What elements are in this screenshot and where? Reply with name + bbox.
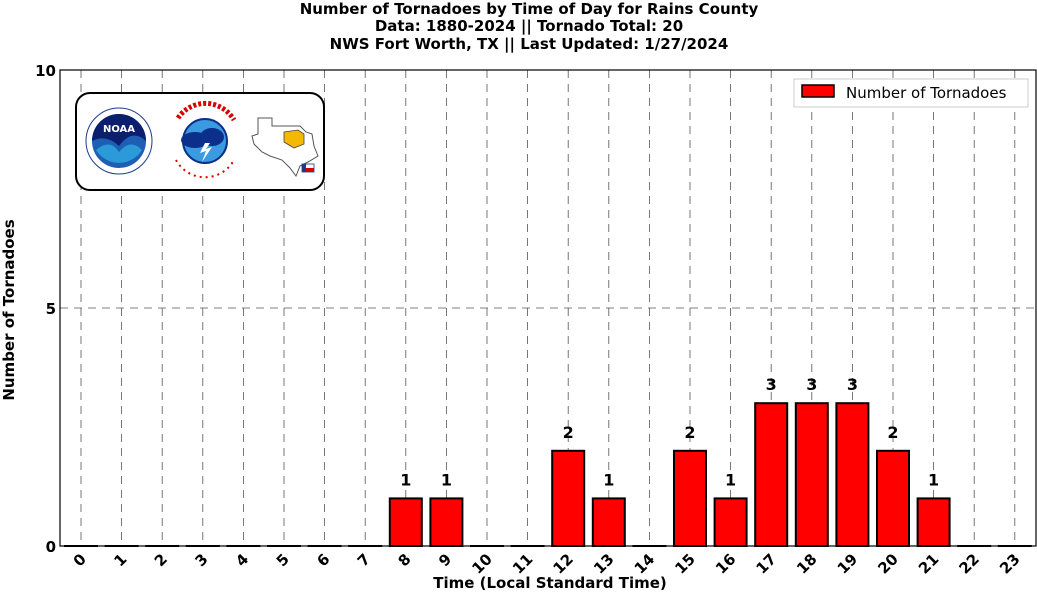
bar-value-label-12: 2 — [563, 423, 574, 442]
x-tick-label-3: 3 — [192, 550, 212, 570]
svg-text:NOAA: NOAA — [103, 124, 135, 135]
y-tick-label-5: 5 — [46, 300, 56, 318]
bar-value-label-13: 1 — [603, 470, 614, 489]
bar-value-label-8: 1 — [400, 470, 411, 489]
x-tick-label-5: 5 — [273, 550, 293, 570]
bar-13 — [591, 497, 626, 547]
plot-frame — [59, 69, 1037, 547]
x-tick-label-2: 2 — [151, 550, 171, 570]
bar-17 — [754, 402, 789, 548]
x-tick-label-23: 23 — [996, 550, 1023, 577]
bar-value-label-15: 2 — [684, 423, 695, 442]
x-tick-label-22: 22 — [956, 550, 983, 577]
chart-title-line-3: NWS Fort Worth, TX || Last Updated: 1/27… — [330, 35, 729, 54]
x-tick-label-8: 8 — [395, 550, 415, 570]
x-tick-label-16: 16 — [712, 550, 739, 577]
bar-18 — [794, 402, 829, 548]
x-tick-label-15: 15 — [671, 550, 698, 577]
legend: Number of Tornadoes — [793, 78, 1029, 108]
nws-logo — [172, 100, 238, 179]
chart-title-line-1: Number of Tornadoes by Time of Day for R… — [300, 0, 759, 18]
texas-map-logo — [251, 117, 319, 178]
bar-value-label-9: 1 — [441, 470, 452, 489]
x-tick-label-9: 9 — [435, 550, 455, 570]
y-axis-label: Number of Tornadoes — [0, 219, 18, 400]
x-tick-label-20: 20 — [874, 550, 901, 577]
bar-19 — [835, 402, 870, 548]
x-tick-label-17: 17 — [753, 550, 780, 577]
noaa-logo: NOAA — [85, 107, 153, 175]
legend-label: Number of Tornadoes — [846, 84, 1007, 102]
bar-value-label-16: 1 — [725, 470, 736, 489]
bar-value-labels: 1 1 2 1 2 1 3 3 3 2 1 — [400, 375, 939, 489]
bar-value-label-19: 3 — [847, 375, 858, 394]
x-tick-label-6: 6 — [313, 550, 333, 570]
x-tick-label-0: 0 — [70, 550, 90, 570]
x-tick-label-4: 4 — [232, 550, 252, 570]
logo-panel: NOAA — [75, 92, 325, 191]
y-tick-label-0: 0 — [46, 538, 56, 556]
bar-20 — [876, 449, 910, 547]
y-tick-label-10: 10 — [35, 62, 56, 80]
x-tick-label-1: 1 — [110, 550, 130, 570]
x-tick-label-19: 19 — [834, 550, 861, 577]
x-tick-label-7: 7 — [354, 550, 374, 570]
chart-title-line-2: Data: 1880-2024 || Tornado Total: 20 — [375, 17, 683, 36]
bars — [64, 402, 1032, 548]
legend-swatch — [801, 84, 835, 98]
x-tick-label-21: 21 — [915, 550, 942, 577]
bar-8 — [388, 497, 423, 547]
bar-15 — [673, 449, 707, 547]
x-axis-label: Time (Local Standard Time) — [433, 574, 667, 592]
bar-value-label-17: 3 — [766, 375, 777, 394]
bar-21 — [916, 497, 951, 547]
bar-9 — [429, 497, 464, 547]
bar-12 — [551, 449, 586, 547]
y-tick-labels: 0 5 10 — [35, 62, 56, 556]
bar-value-label-20: 2 — [887, 423, 898, 442]
x-tick-label-18: 18 — [793, 550, 820, 577]
bar-value-label-18: 3 — [806, 375, 817, 394]
bar-value-label-21: 1 — [928, 470, 939, 489]
bar-16 — [713, 497, 748, 547]
